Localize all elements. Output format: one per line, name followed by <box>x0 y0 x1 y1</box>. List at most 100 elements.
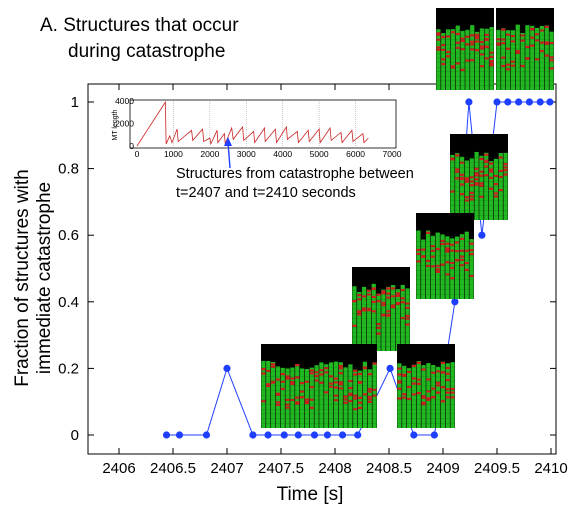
thumbnail-protofilament <box>445 363 450 428</box>
thumbnail-subunit <box>371 295 376 299</box>
thumbnail-subunit <box>319 381 324 384</box>
thumbnail-protofilament <box>501 28 506 90</box>
thumbnail-subunit <box>357 372 363 376</box>
thumbnail-protofilament <box>357 292 362 351</box>
thumbnail-subunit <box>455 170 460 174</box>
thumbnail-subunit <box>416 378 421 381</box>
thumbnail-subunit <box>353 369 358 373</box>
chart-title-line-2: during catastrophe <box>68 41 225 62</box>
structure-thumbnail <box>319 344 377 428</box>
thumbnail-subunit <box>544 54 549 57</box>
thumbnail-subunit <box>515 51 520 54</box>
thumbnail-subunit <box>436 48 441 51</box>
thumbnail-protofilament <box>450 362 455 428</box>
thumbnail-subunit <box>314 379 319 382</box>
thumbnail-subunit <box>450 249 455 252</box>
thumbnail-protofilament <box>440 234 445 299</box>
thumbnail-subunit <box>441 63 446 66</box>
thumbnail-subunit <box>470 40 475 43</box>
thumbnail-protofilament <box>270 362 276 428</box>
thumbnail-protofilament <box>390 285 396 351</box>
thumbnail-subunit <box>333 386 339 389</box>
thumbnail-subunit <box>280 373 285 376</box>
thumbnail-subunit <box>402 373 407 376</box>
thumbnail-protofilament <box>479 28 485 90</box>
thumbnail-subunit <box>484 165 489 168</box>
thumbnail-subunit <box>421 395 426 398</box>
thumbnail-subunit <box>435 247 440 251</box>
thumbnail-subunit <box>426 378 431 381</box>
thumbnail-subunit <box>479 157 484 161</box>
thumbnail-protofilament <box>505 30 511 90</box>
thumbnail-subunit <box>503 169 508 172</box>
thumbnail-subunit <box>348 393 353 397</box>
thumbnail-subunit <box>445 391 450 394</box>
thumbnail-subunit <box>435 264 440 268</box>
structure-thumbnail <box>416 213 474 299</box>
thumbnail-subunit <box>549 67 554 70</box>
thumbnail-subunit <box>445 396 450 399</box>
thumbnail-subunit <box>474 182 479 185</box>
thumbnail-subunit <box>376 326 381 330</box>
thumbnail-subunit <box>386 292 391 295</box>
inset-x-tick-label: 5000 <box>310 149 329 159</box>
thumbnail-subunit <box>390 287 396 290</box>
thumbnail-subunit <box>459 178 465 181</box>
thumbnail-subunit <box>386 296 391 299</box>
thumbnail-subunit <box>455 62 460 65</box>
thumbnail-subunit <box>469 274 474 278</box>
thumbnail-subunit <box>328 382 334 385</box>
thumbnail-subunit <box>464 179 470 182</box>
thumbnail-subunit <box>489 62 494 65</box>
thumbnail-subunit <box>510 34 516 38</box>
thumbnail-subunit <box>464 249 469 252</box>
thumbnail-protofilament <box>397 363 402 428</box>
thumbnail-subunit <box>411 393 417 396</box>
thumbnail-subunit <box>493 192 499 195</box>
thumbnail-subunit <box>440 242 445 246</box>
thumbnail-subunit <box>450 66 456 69</box>
thumbnail-subunit <box>525 45 530 49</box>
thumbnail-subunit <box>469 198 474 201</box>
thumbnail-subunit <box>440 371 446 374</box>
thumbnail-protofilament <box>381 289 386 351</box>
thumbnail-subunit <box>440 361 446 365</box>
thumbnail-protofilament <box>343 367 348 428</box>
thumbnail-subunit <box>400 301 405 304</box>
y-axis-label-line-2: immediate catastrophe <box>34 182 55 374</box>
thumbnail-subunit <box>285 377 290 380</box>
thumbnail-subunit <box>459 192 465 196</box>
thumbnail-subunit <box>445 250 450 253</box>
thumbnail-subunit <box>489 60 494 63</box>
thumbnail-subunit <box>372 394 377 397</box>
plot-area <box>87 83 557 455</box>
data-point <box>162 431 171 439</box>
thumbnail-subunit <box>440 263 445 266</box>
thumbnail-subunit <box>484 160 489 164</box>
thumbnail-subunit <box>431 396 436 399</box>
thumbnail-subunit <box>440 400 446 403</box>
thumbnail-subunit <box>445 261 450 264</box>
thumbnail-subunit <box>460 39 465 43</box>
thumbnail-subunit <box>436 32 441 35</box>
thumbnail-subunit <box>425 264 431 267</box>
thumbnail-subunit <box>455 41 460 44</box>
thumbnail-subunit <box>395 294 401 298</box>
data-point <box>451 298 459 306</box>
y-tick-label: 0.6 <box>58 227 79 244</box>
inset-y-tick-label: 4000 <box>115 96 134 106</box>
annotation-arrowhead <box>224 137 232 146</box>
thumbnail-subunit <box>402 396 407 399</box>
thumbnail-subunit <box>357 396 363 399</box>
thumbnail-subunit <box>421 396 426 399</box>
thumbnail-subunit <box>459 258 465 261</box>
thumbnail-subunit <box>455 177 460 180</box>
thumbnail-subunit <box>280 380 285 383</box>
thumbnail-subunit <box>381 301 386 304</box>
inset-x-tick-label: 1000 <box>164 149 183 159</box>
thumbnail-subunit <box>333 399 339 402</box>
thumbnail-subunit <box>295 396 300 399</box>
thumbnail-subunit <box>445 50 451 54</box>
structure-thumbnails <box>261 8 554 428</box>
